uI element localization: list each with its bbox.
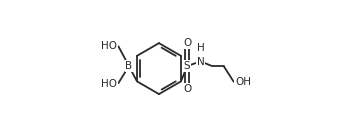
Text: B: B: [125, 61, 133, 71]
Text: N: N: [197, 57, 205, 67]
Text: S: S: [184, 61, 190, 71]
Text: HO: HO: [101, 79, 117, 89]
Text: HO: HO: [101, 41, 117, 51]
Text: O: O: [183, 38, 191, 48]
Text: O: O: [183, 84, 191, 94]
Text: OH: OH: [235, 77, 251, 87]
Text: H: H: [197, 43, 205, 53]
